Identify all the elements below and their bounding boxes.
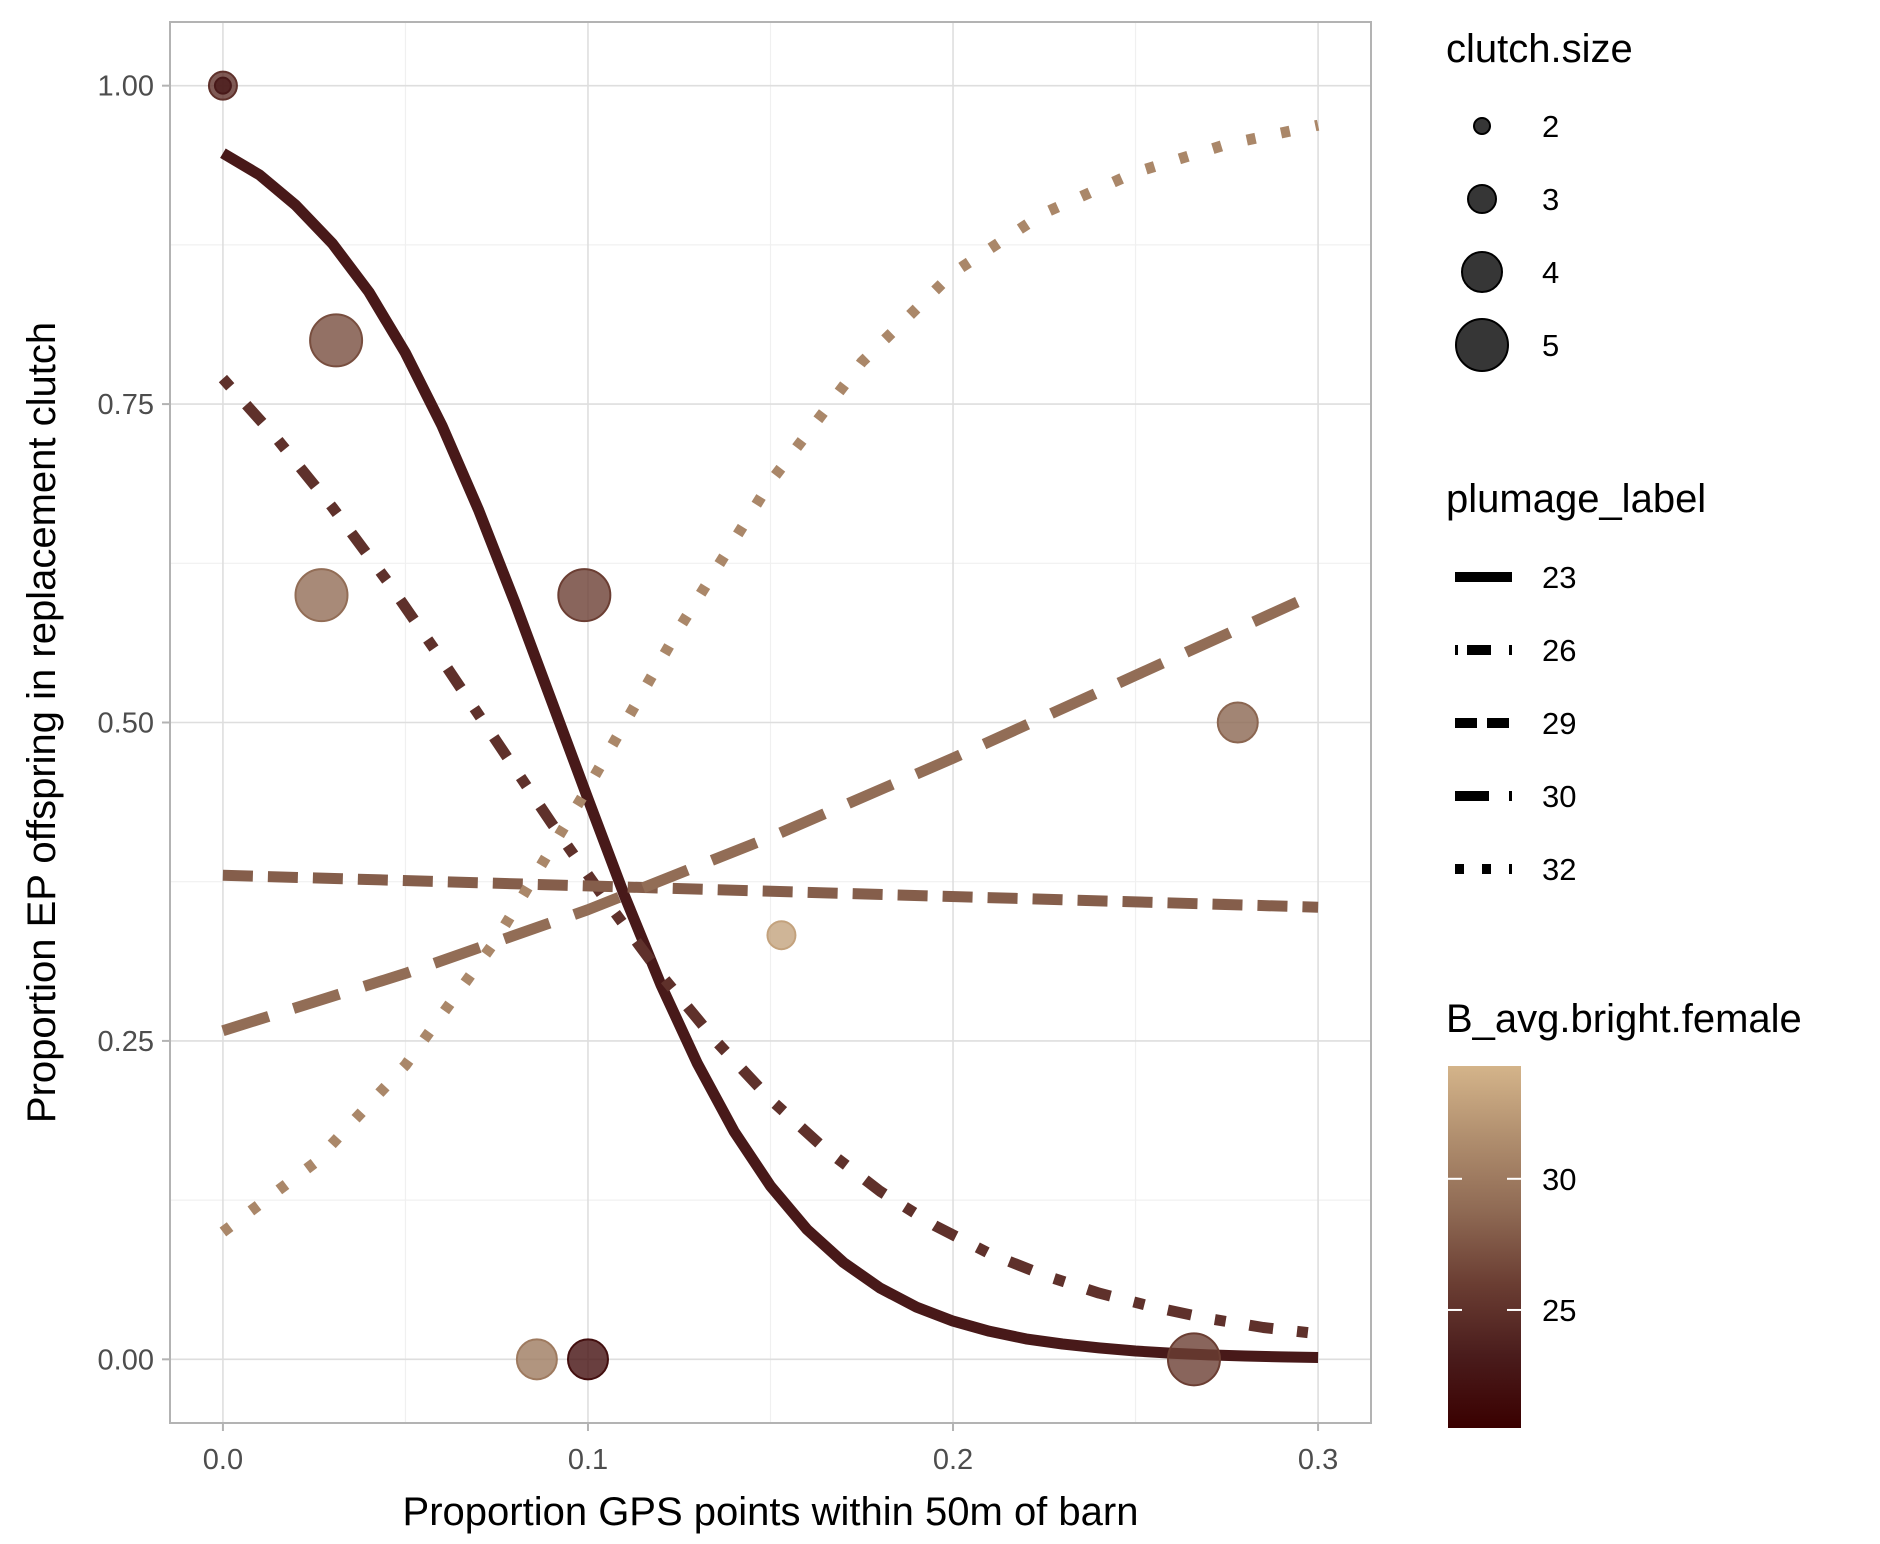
x-tick-label: 0.1 xyxy=(568,1444,608,1476)
data-point xyxy=(515,1338,558,1381)
data-point xyxy=(557,568,612,623)
size-legend-key xyxy=(1455,318,1509,372)
y-tick-label: 0.25 xyxy=(98,1026,154,1058)
y-tick-label: 1.00 xyxy=(98,71,154,103)
y-tick-label: 0.50 xyxy=(98,708,154,740)
linetype-legend-label: 29 xyxy=(1542,706,1576,741)
series-line-plumage-29 xyxy=(222,869,1319,913)
linetype-legend-label: 30 xyxy=(1542,779,1576,814)
color-legend-title: B_avg.bright.female xyxy=(1446,997,1802,1041)
data-point xyxy=(309,313,364,368)
size-legend-key xyxy=(1473,117,1491,135)
colorbar-tick-label: 25 xyxy=(1542,1293,1576,1328)
x-tick-label: 0.0 xyxy=(203,1444,243,1476)
linetype-legend-label: 26 xyxy=(1542,633,1576,668)
data-point xyxy=(213,76,232,95)
data-point xyxy=(766,920,797,951)
data-point xyxy=(1166,1332,1221,1387)
linetype-legend-label: 32 xyxy=(1542,852,1576,887)
linetype-legend-label: 23 xyxy=(1542,560,1576,595)
y-tick-label: 0.00 xyxy=(98,1344,154,1376)
size-legend-title: clutch.size xyxy=(1446,27,1633,71)
series-line-plumage-32 xyxy=(219,119,1320,1237)
size-legend-label: 4 xyxy=(1542,255,1559,290)
series-line-plumage-26 xyxy=(218,374,1319,1340)
size-legend-key xyxy=(1461,251,1503,293)
size-legend-label: 2 xyxy=(1542,109,1559,144)
linetype-legend-title: plumage_label xyxy=(1446,477,1706,521)
size-legend-key xyxy=(1467,184,1497,214)
x-tick-label: 0.3 xyxy=(1298,1444,1338,1476)
size-legend-label: 3 xyxy=(1542,182,1559,217)
data-point xyxy=(1216,701,1259,744)
series-line-plumage-30 xyxy=(221,587,1321,1036)
y-tick-label: 0.75 xyxy=(98,389,154,421)
x-tick-label: 0.2 xyxy=(933,1444,973,1476)
size-legend-label: 5 xyxy=(1542,328,1559,363)
data-point xyxy=(566,1338,609,1381)
x-axis-title: Proportion GPS points within 50m of barn xyxy=(403,1490,1139,1534)
y-axis-title: Proportion EP offspring in replacement c… xyxy=(20,322,64,1123)
colorbar xyxy=(1448,1066,1521,1428)
colorbar-tick-label: 30 xyxy=(1542,1162,1576,1197)
data-point xyxy=(294,568,349,623)
series-line-plumage-23 xyxy=(220,148,1319,1363)
